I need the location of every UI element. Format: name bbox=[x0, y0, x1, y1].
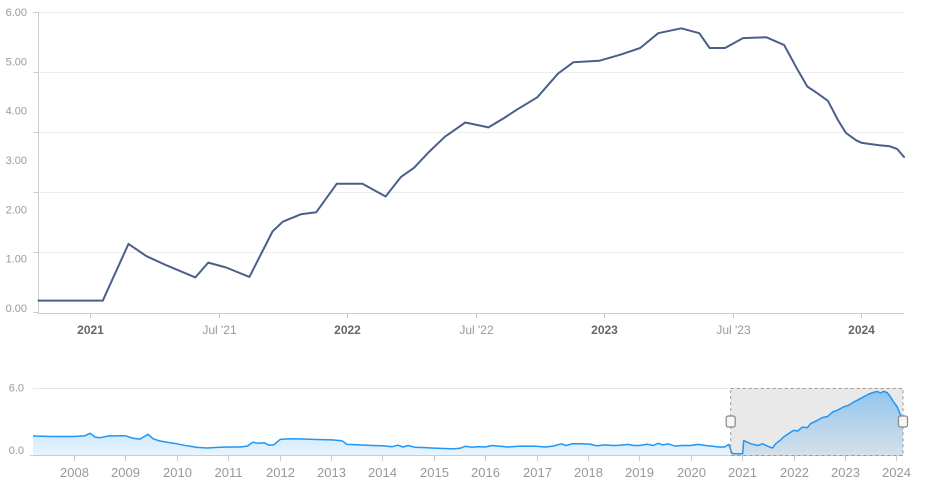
main-x-axis-label: 2024 bbox=[848, 323, 875, 337]
main-x-axis-label: Jul '22 bbox=[459, 323, 494, 337]
nav-x-axis-label: 2019 bbox=[625, 465, 654, 480]
main-y-axis-label: 4.00 bbox=[6, 106, 27, 118]
nav-x-axis-label: 2012 bbox=[266, 465, 295, 480]
nav-x-axis-label: 2015 bbox=[420, 465, 449, 480]
main-y-axis-label: 0.00 bbox=[6, 303, 27, 315]
nav-series-line bbox=[32, 390, 904, 455]
main-chart: 6.00 5.00 4.00 3.00 2.00 1.00 0.00 2021 Jul '21 2… bbox=[6, 7, 905, 337]
nav-x-axis-label: 2023 bbox=[831, 465, 860, 480]
nav-y-axis-label: 6.0 bbox=[9, 383, 24, 395]
nav-series-area bbox=[33, 391, 903, 455]
main-y-axis-label: 1.00 bbox=[6, 254, 27, 266]
main-y-axis-label: 3.00 bbox=[6, 155, 27, 167]
nav-x-axis-label: 2018 bbox=[574, 465, 603, 480]
nav-x-axis-label: 2010 bbox=[163, 465, 192, 480]
main-x-axis-label: Jul '21 bbox=[202, 323, 237, 337]
nav-x-axis-label: 2024 bbox=[882, 465, 911, 480]
nav-x-axis-label: 2008 bbox=[60, 465, 89, 480]
main-x-axis-label: 2022 bbox=[334, 323, 361, 337]
navigator: 6.0 0.0 2008 2009 2010 2011 2012 2013 2014 2015 20… bbox=[9, 383, 911, 481]
main-x-axis-label: Jul '23 bbox=[716, 323, 751, 337]
main-y-axis-label: 6.00 bbox=[6, 7, 27, 19]
nav-x-axis-label: 2020 bbox=[677, 465, 706, 480]
main-plot-area[interactable] bbox=[38, 12, 904, 314]
nav-x-axis-label: 2021 bbox=[728, 465, 757, 480]
nav-x-axis-label: 2009 bbox=[111, 465, 140, 480]
nav-x-axis-label: 2022 bbox=[780, 465, 809, 480]
main-x-axis-label: 2021 bbox=[77, 323, 104, 337]
main-x-axis-label: 2023 bbox=[591, 323, 618, 337]
main-y-axis-label: 5.00 bbox=[6, 56, 27, 68]
navigator-right-handle[interactable] bbox=[897, 415, 909, 428]
nav-y-axis-label: 0.0 bbox=[9, 445, 24, 457]
navigator-track[interactable] bbox=[33, 388, 903, 455]
main-series-line bbox=[37, 27, 905, 302]
nav-x-axis-label: 2017 bbox=[523, 465, 552, 480]
nav-x-axis-label: 2011 bbox=[215, 465, 243, 480]
navigator-left-handle[interactable] bbox=[725, 415, 736, 428]
main-y-axis-label: 2.00 bbox=[6, 204, 27, 216]
nav-x-axis-label: 2013 bbox=[317, 465, 346, 480]
nav-x-axis-label: 2016 bbox=[471, 465, 500, 480]
nav-x-axis-label: 2014 bbox=[368, 465, 397, 480]
